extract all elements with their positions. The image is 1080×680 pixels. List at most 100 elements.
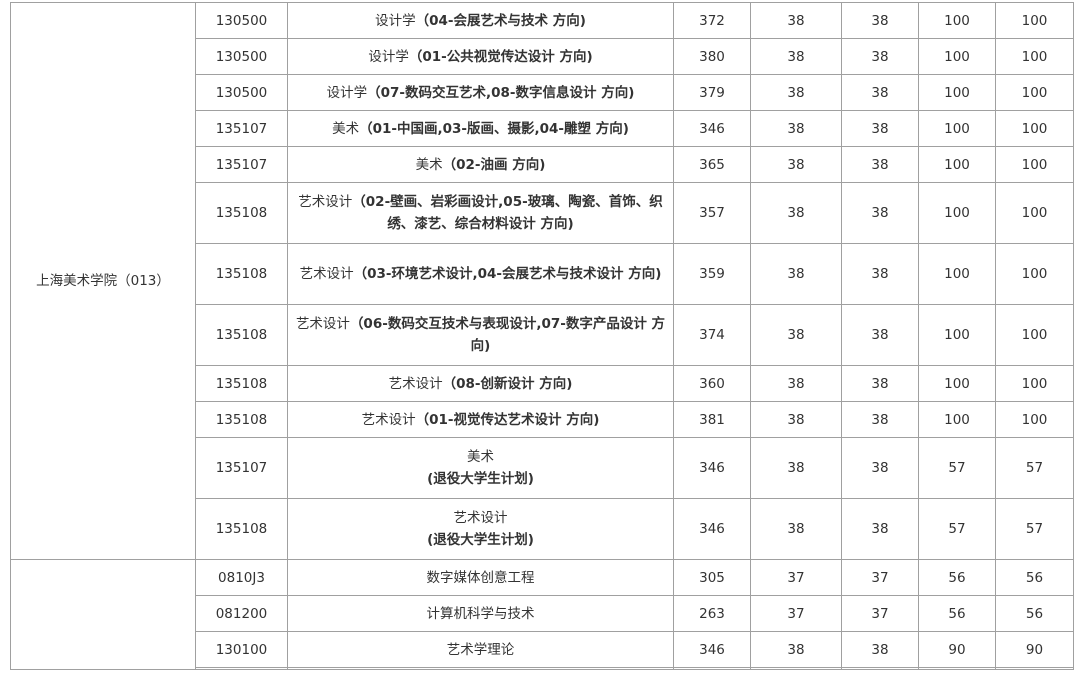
total-score-cell: 365 [673, 146, 751, 183]
major-name-cell: 艺术设计（03-环境艺术设计,04-会展艺术与技术设计 方向) [287, 243, 674, 305]
empty-cell [841, 667, 919, 670]
course2-score-cell: 100 [995, 110, 1074, 147]
major-code-cell: 135107 [195, 437, 288, 499]
major-name: 美术 [415, 156, 443, 173]
major-name-cell: 艺术设计（06-数码交互技术与表现设计,07-数字产品设计 方向) [287, 304, 674, 366]
total-score-cell: 359 [673, 243, 751, 305]
college-cell: 上海美术学院（013） [10, 2, 196, 560]
major-direction: （06-数码交互技术与表现设计,07-数字产品设计 方向) [349, 316, 666, 354]
table-row: 135108 艺术设计（08-创新设计 方向) 360 38 38 100 100 [11, 365, 1074, 402]
foreign-language-score-cell: 38 [841, 437, 919, 499]
course2-score-cell: 100 [995, 2, 1074, 39]
major-code-cell: 0810J3 [195, 559, 288, 596]
major-name-cell: 数字媒体创意工程 [287, 559, 674, 596]
foreign-language-score-cell: 38 [841, 631, 919, 668]
table-row: 上海美术学院（013） 130500 设计学（04-会展艺术与技术 方向) 372 38… [10, 2, 1074, 560]
course2-score-cell: 100 [995, 74, 1074, 111]
major-name-cell: 艺术学理论 [287, 631, 674, 668]
course2-score-cell: 100 [995, 182, 1074, 244]
foreign-language-score-cell: 37 [841, 595, 919, 632]
course1-score-cell: 100 [918, 304, 996, 366]
politics-score-cell: 38 [750, 74, 842, 111]
major-code-cell: 130100 [195, 631, 288, 668]
politics-score-cell: 38 [750, 401, 842, 438]
course1-score-cell: 56 [918, 559, 996, 596]
major-code-cell: 135108 [195, 304, 288, 366]
major-direction: （04-会展艺术与技术 方向) [415, 12, 586, 29]
total-score-cell: 360 [673, 365, 751, 402]
major-code-cell: 135108 [195, 243, 288, 305]
table-row-partial [11, 667, 1074, 670]
major-code-cell: 135107 [195, 110, 288, 147]
course1-score-cell: 57 [918, 498, 996, 560]
major-name-cell: 艺术设计（01-视觉传达艺术设计 方向) [287, 401, 674, 438]
table-row: 130100 艺术学理论 346 38 38 90 90 [11, 631, 1074, 668]
major-name: 设计学 [368, 48, 409, 65]
college-cell [10, 559, 196, 670]
major-direction: （07-数码交互艺术,08-数字信息设计 方向) [367, 84, 635, 101]
table-row: 135107 美术（01-中国画,03-版画、摄影,04-雕塑 方向) 346 38 3… [11, 110, 1074, 147]
course1-score-cell: 100 [918, 243, 996, 305]
major-direction: (退役大学生计划) [427, 532, 534, 548]
table-row: 0810J3 数字媒体创意工程 305 37 37 56 56 [10, 559, 1074, 670]
major-direction: （03-环境艺术设计,04-会展艺术与技术设计 方向) [353, 266, 662, 282]
course2-score-cell: 100 [995, 146, 1074, 183]
course1-score-cell: 100 [918, 110, 996, 147]
major-name: 美术 [467, 449, 494, 465]
major-name-cell: 设计学（07-数码交互艺术,08-数字信息设计 方向) [287, 74, 674, 111]
foreign-language-score-cell: 37 [841, 559, 919, 596]
table-row: 130500 设计学（01-公共视觉传达设计 方向) 380 38 38 100 100 [11, 38, 1074, 75]
course1-score-cell: 100 [918, 146, 996, 183]
major-direction: （08-创新设计 方向) [442, 375, 573, 392]
major-direction: （01-中国画,03-版画、摄影,04-雕塑 方向) [359, 120, 629, 137]
table-row: 135108 艺术设计（03-环境艺术设计,04-会展艺术与技术设计 方向) 359… [11, 243, 1074, 305]
major-name-cell: 美术（01-中国画,03-版画、摄影,04-雕塑 方向) [287, 110, 674, 147]
major-name-cell: 艺术设计 (退役大学生计划) [287, 498, 674, 560]
total-score-cell: 372 [673, 2, 751, 39]
foreign-language-score-cell: 38 [841, 74, 919, 111]
total-score-cell: 374 [673, 304, 751, 366]
total-score-cell: 346 [673, 437, 751, 499]
politics-score-cell: 38 [750, 498, 842, 560]
course1-score-cell: 100 [918, 401, 996, 438]
major-name-cell: 艺术设计（02-壁画、岩彩画设计,05-玻璃、陶瓷、首饰、织绣、漆艺、综合材料设… [287, 182, 674, 244]
course2-score-cell: 90 [995, 631, 1074, 668]
major-code-cell: 135108 [195, 182, 288, 244]
major-code-cell: 130500 [195, 2, 288, 39]
foreign-language-score-cell: 38 [841, 498, 919, 560]
course2-score-cell: 100 [995, 243, 1074, 305]
major-name-cell: 艺术设计（08-创新设计 方向) [287, 365, 674, 402]
total-score-cell: 380 [673, 38, 751, 75]
politics-score-cell: 38 [750, 631, 842, 668]
table-row: 135108 艺术设计（01-视觉传达艺术设计 方向) 381 38 38 100 100 [11, 401, 1074, 438]
table-row: 135108 艺术设计（02-壁画、岩彩画设计,05-玻璃、陶瓷、首饰、织绣、漆艺… [11, 182, 1074, 244]
major-name: 艺术设计 [298, 194, 353, 210]
major-code-cell: 081200 [195, 595, 288, 632]
major-code-cell: 135108 [195, 365, 288, 402]
major-code-cell: 135107 [195, 146, 288, 183]
major-name: 设计学 [326, 84, 368, 101]
total-score-cell: 379 [673, 74, 751, 111]
course1-score-cell: 100 [918, 74, 996, 111]
foreign-language-score-cell: 38 [841, 304, 919, 366]
major-name: 美术 [332, 120, 360, 137]
total-score-cell: 346 [673, 110, 751, 147]
table-row: 081200 计算机科学与技术 263 37 37 56 56 [11, 595, 1074, 632]
total-score-cell: 346 [673, 498, 751, 560]
foreign-language-score-cell: 38 [841, 365, 919, 402]
major-name: 设计学 [375, 12, 416, 29]
course2-score-cell: 56 [995, 559, 1074, 596]
total-score-cell: 381 [673, 401, 751, 438]
foreign-language-score-cell: 38 [841, 146, 919, 183]
politics-score-cell: 38 [750, 110, 842, 147]
politics-score-cell: 38 [750, 2, 842, 39]
course2-score-cell: 100 [995, 365, 1074, 402]
total-score-cell: 305 [673, 559, 751, 596]
foreign-language-score-cell: 38 [841, 38, 919, 75]
politics-score-cell: 38 [750, 243, 842, 305]
major-code-cell: 135108 [195, 498, 288, 560]
foreign-language-score-cell: 38 [841, 243, 919, 305]
major-code-cell: 135108 [195, 401, 288, 438]
politics-score-cell: 38 [750, 38, 842, 75]
politics-score-cell: 37 [750, 595, 842, 632]
